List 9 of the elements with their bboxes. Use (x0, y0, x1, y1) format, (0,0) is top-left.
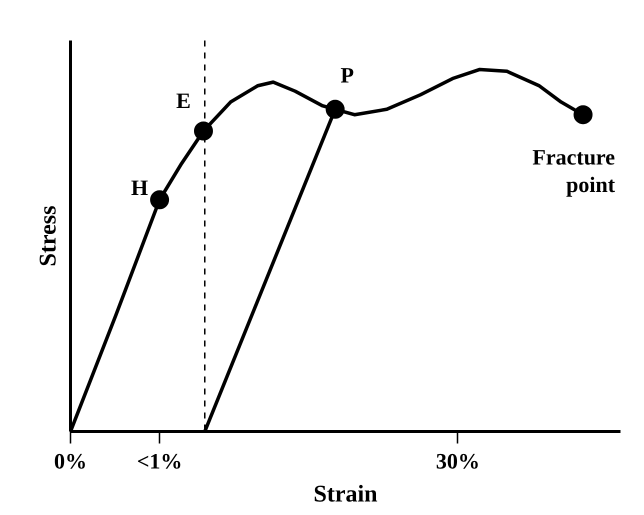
x-axis-title: Strain (313, 482, 378, 508)
annotation: Fracture point (532, 144, 616, 198)
x-tick-label: 30% (436, 448, 480, 474)
annotation: H (131, 174, 148, 200)
y-axis-title: Stress (36, 206, 62, 266)
x-tick-label: 0% (54, 448, 87, 474)
x-tick-label: <1% (136, 448, 182, 474)
annotation: E (176, 88, 191, 114)
annotation: P (340, 62, 354, 88)
